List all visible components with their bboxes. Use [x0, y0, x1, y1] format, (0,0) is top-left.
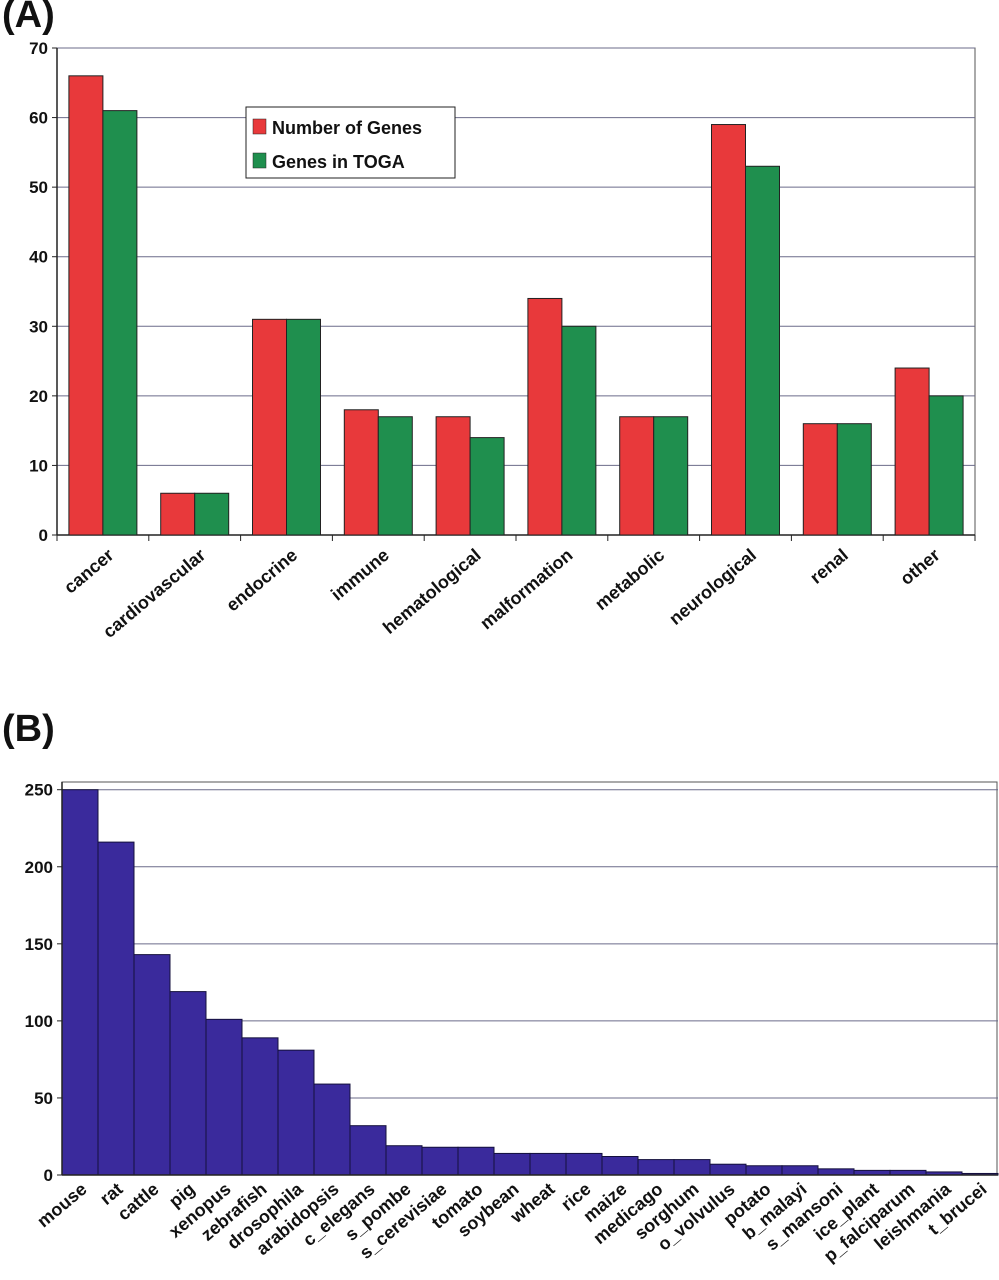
y-tick-label: 200: [25, 858, 53, 877]
bar-tomato: [457, 1146, 495, 1176]
bar-b-malayi: [781, 1165, 819, 1176]
bar-cattle: [133, 954, 171, 1176]
y-tick-label: 0: [44, 1166, 53, 1185]
bar-xenopus: [205, 1018, 243, 1176]
bar-wheat: [529, 1152, 567, 1176]
bar-number-of-genes: [435, 416, 471, 536]
y-tick-label: 20: [29, 387, 48, 406]
bar-potato: [745, 1165, 783, 1176]
panel-b-label: (B): [2, 708, 55, 750]
bar-drosophila: [277, 1049, 315, 1176]
bar-rat: [97, 841, 135, 1176]
y-tick-label: 100: [25, 1012, 53, 1031]
bar-s-mansoni: [817, 1168, 855, 1176]
y-tick-label: 70: [29, 39, 48, 58]
x-category-label: endocrine: [222, 545, 301, 616]
x-category-label: neurological: [665, 545, 760, 629]
bar-rice: [565, 1152, 603, 1176]
y-tick-label: 30: [29, 317, 48, 336]
legend-box: [245, 106, 456, 179]
bar-number-of-genes: [619, 416, 655, 536]
bar-genes-in-toga: [836, 423, 872, 536]
x-category-label: mouse: [33, 1179, 90, 1232]
legend-label: Genes in TOGA: [272, 152, 405, 172]
bar-genes-in-toga: [928, 395, 964, 536]
bar-number-of-genes: [894, 367, 930, 536]
bar-o-volvulus: [709, 1163, 747, 1176]
x-category-label: hematological: [379, 545, 485, 638]
bar-genes-in-toga: [745, 165, 780, 536]
bar-genes-in-toga: [377, 416, 413, 536]
y-tick-label: 50: [29, 178, 48, 197]
bar-pig: [169, 991, 207, 1176]
x-category-label: cancer: [60, 545, 117, 598]
bar-number-of-genes: [252, 318, 287, 536]
bar-number-of-genes: [527, 297, 563, 536]
y-tick-label: 10: [29, 456, 48, 475]
bar-genes-in-toga: [653, 416, 689, 536]
bar-zebrafish: [241, 1037, 279, 1176]
legend-label: Number of Genes: [272, 118, 422, 138]
x-category-label: renal: [806, 545, 852, 588]
x-category-label: metabolic: [591, 545, 668, 614]
bar-genes-in-toga: [469, 437, 505, 536]
bar-number-of-genes: [68, 75, 104, 536]
bar-medicago: [637, 1159, 675, 1176]
y-tick-label: 150: [25, 935, 53, 954]
y-tick-label: 40: [29, 248, 48, 267]
bar-number-of-genes: [802, 423, 838, 536]
y-tick-label: 0: [39, 526, 48, 545]
bar-mouse: [61, 789, 99, 1176]
y-tick-label: 50: [34, 1089, 53, 1108]
bar-s-pombe: [385, 1145, 423, 1176]
bar-arabidopsis: [313, 1083, 351, 1176]
panel-a-label: (A): [2, 0, 55, 36]
x-category-label: other: [896, 545, 943, 589]
x-category-label: malformation: [476, 545, 576, 634]
legend-swatch: [252, 152, 267, 169]
legend-swatch: [252, 118, 267, 135]
bar-number-of-genes: [711, 124, 746, 536]
bar-genes-in-toga: [102, 110, 138, 536]
bar-c-elegans: [349, 1125, 387, 1176]
bar-number-of-genes: [343, 409, 379, 536]
bar-sorghum: [673, 1159, 711, 1176]
bar-genes-in-toga: [561, 325, 597, 536]
bar-maize: [601, 1156, 639, 1176]
bar-genes-in-toga: [194, 492, 230, 536]
x-category-label: immune: [327, 545, 393, 605]
bar-number-of-genes: [160, 492, 196, 536]
y-tick-label: 60: [29, 109, 48, 128]
x-category-label: cattle: [114, 1179, 163, 1225]
bar-s-cerevisiae: [421, 1146, 459, 1176]
y-tick-label: 250: [25, 781, 53, 800]
bar-genes-in-toga: [286, 318, 321, 536]
bar-soybean: [493, 1152, 531, 1176]
